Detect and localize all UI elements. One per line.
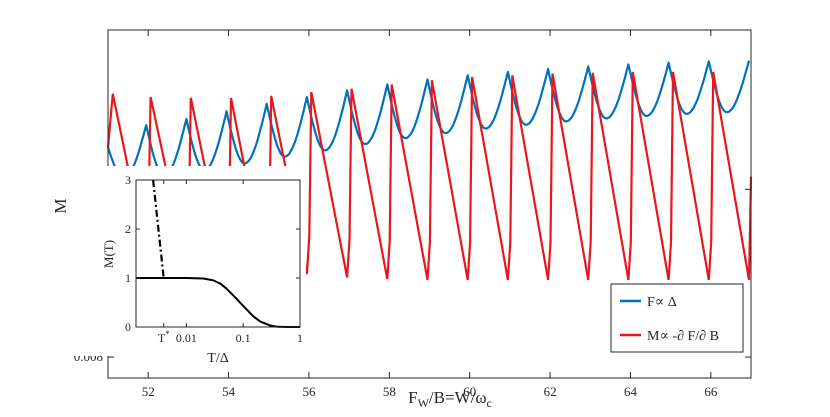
legend: F∝ Δ M∝ -∂ F/∂ B bbox=[610, 283, 744, 353]
main-x-axis-label: FW/B=W/ωc bbox=[408, 388, 492, 410]
main-x-axis: 52 54 56 58 60 62 64 66 bbox=[142, 30, 718, 399]
inset-chart: T* 0.01 0.1 1 0 1 2 3 M(T) T/Δ bbox=[66, 166, 306, 366]
main-x-tick-label: 62 bbox=[544, 384, 557, 399]
main-x-tick-label: 58 bbox=[383, 384, 396, 399]
legend-label-blue: F∝ Δ bbox=[647, 295, 677, 310]
legend-box bbox=[610, 283, 744, 353]
main-x-tick-label: 54 bbox=[222, 384, 236, 399]
main-x-tick-label: 60 bbox=[463, 384, 476, 399]
inset-plot-frame bbox=[135, 179, 301, 328]
inset-x-axis-label: T/Δ bbox=[207, 351, 228, 366]
inset-series-group bbox=[136, 179, 300, 328]
main-x-tick-label: 52 bbox=[142, 384, 155, 399]
inset-y-tick-label: 2 bbox=[125, 222, 131, 236]
inset-x-tick-label: 1 bbox=[297, 331, 303, 345]
inset-x-axis: T* 0.01 0.1 1 bbox=[158, 180, 303, 345]
inset-x-tick-label: 0.1 bbox=[236, 331, 251, 345]
inset-y-tick-label: 0 bbox=[125, 320, 131, 334]
inset-series-mt-dashdot bbox=[152, 179, 165, 279]
inset-series-mt-curve bbox=[136, 277, 300, 328]
main-x-tick-label: 66 bbox=[704, 384, 718, 399]
inset-y-axis-label: M(T) bbox=[101, 240, 116, 268]
inset-y-tick-label: 1 bbox=[125, 271, 131, 285]
series-f-proportional-delta bbox=[106, 60, 751, 180]
inset-y-axis: 0 1 2 3 bbox=[125, 173, 300, 334]
inset-y-tick-label: 3 bbox=[125, 173, 131, 187]
main-x-tick-label: 64 bbox=[624, 384, 638, 399]
inset-x-tick-label: T* bbox=[158, 329, 170, 345]
main-y-axis-label: M bbox=[51, 198, 70, 213]
main-x-tick-label: 56 bbox=[302, 384, 316, 399]
legend-label-red: M∝ -∂ F/∂ B bbox=[647, 329, 719, 344]
inset-x-tick-label: 0.01 bbox=[176, 331, 197, 345]
